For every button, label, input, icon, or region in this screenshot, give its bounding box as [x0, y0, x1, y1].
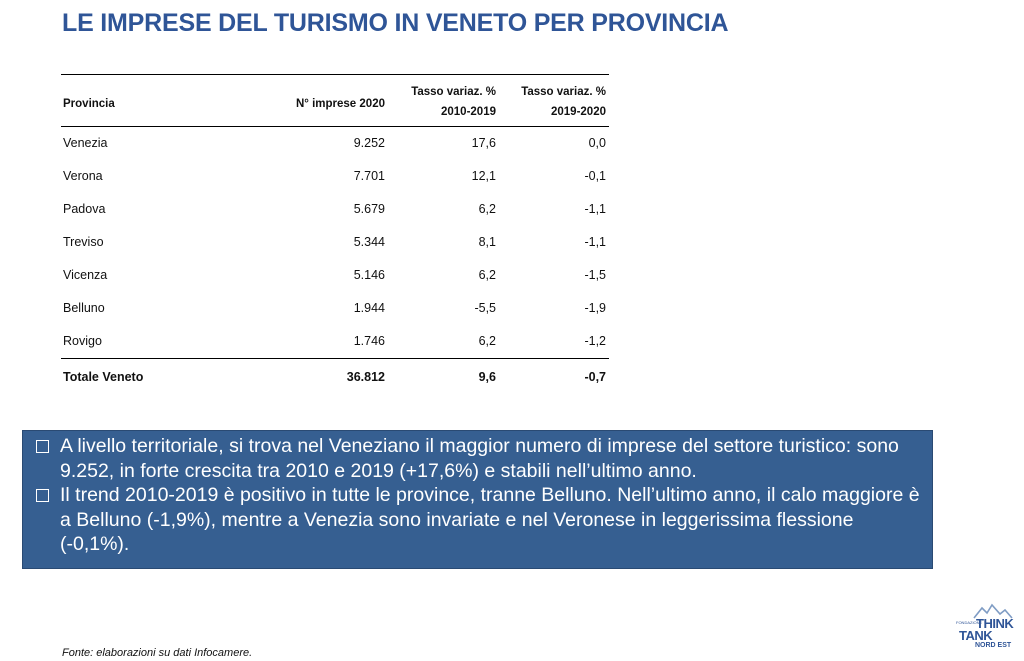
total-var-2010-2019: 9,6 [478, 370, 496, 384]
page-title: LE IMPRESE DEL TURISMO IN VENETO PER PRO… [62, 9, 729, 37]
logo-think-text: THINK [976, 616, 1014, 631]
total-imprese: 36.812 [346, 370, 385, 384]
header-var1-line1: Tasso variaz. % [411, 86, 496, 98]
table-row: Padova 5.679 6,2 -1,1 [61, 193, 609, 226]
cell-var-2019-2020: -1,9 [584, 301, 606, 315]
cell-var-2019-2020: -1,5 [584, 268, 606, 282]
cell-imprese: 5.344 [353, 235, 385, 249]
logo-nordest-text: NORD EST [975, 642, 1012, 649]
cell-imprese: 5.146 [353, 268, 385, 282]
total-provincia: Totale Veneto [63, 370, 144, 384]
cell-var-2019-2020: -1,1 [584, 202, 606, 216]
cell-provincia: Rovigo [63, 334, 102, 348]
header-var1-line2: 2010-2019 [441, 106, 496, 118]
cell-provincia: Verona [63, 169, 103, 183]
header-provincia: Provincia [63, 98, 115, 110]
summary-box: A livello territoriale, si trova nel Ven… [22, 430, 933, 569]
table-row: Belluno 1.944 -5,5 -1,9 [61, 292, 609, 325]
cell-var-2019-2020: -0,1 [584, 169, 606, 183]
cell-var-2019-2020: -1,1 [584, 235, 606, 249]
table-row: Treviso 5.344 8,1 -1,1 [61, 226, 609, 259]
cell-provincia: Venezia [63, 136, 108, 150]
cell-provincia: Belluno [63, 301, 105, 315]
cell-var-2010-2019: -5,5 [474, 301, 496, 315]
table-header-rule [61, 126, 609, 127]
table-total-rule [61, 358, 609, 359]
cell-imprese: 1.944 [353, 301, 385, 315]
checkbox-bullet-icon [36, 489, 49, 502]
cell-imprese: 5.679 [353, 202, 385, 216]
cell-provincia: Padova [63, 202, 106, 216]
table-row: Venezia 9.252 17,6 0,0 [61, 127, 609, 160]
table-row: Verona 7.701 12,1 -0,1 [61, 160, 609, 193]
summary-bullet: A livello territoriale, si trova nel Ven… [33, 434, 922, 483]
cell-provincia: Treviso [63, 235, 104, 249]
cell-imprese: 9.252 [353, 136, 385, 150]
summary-bullet: Il trend 2010-2019 è positivo in tutte l… [33, 483, 922, 557]
mountain-logo-icon [973, 603, 1013, 619]
cell-var-2019-2020: 0,0 [588, 136, 606, 150]
cell-var-2010-2019: 12,1 [471, 169, 496, 183]
cell-provincia: Vicenza [63, 268, 108, 282]
summary-bullet-text: A livello territoriale, si trova nel Ven… [60, 435, 899, 482]
table-row: Rovigo 1.746 6,2 -1,2 [61, 325, 609, 358]
cell-var-2019-2020: -1,2 [584, 334, 606, 348]
cell-var-2010-2019: 6,2 [478, 268, 496, 282]
cell-imprese: 7.701 [353, 169, 385, 183]
cell-var-2010-2019: 6,2 [478, 334, 496, 348]
cell-var-2010-2019: 8,1 [478, 235, 496, 249]
total-var-2019-2020: -0,7 [584, 370, 606, 384]
summary-bullet-text: Il trend 2010-2019 è positivo in tutte l… [60, 484, 920, 555]
table-total-row: Totale Veneto 36.812 9,6 -0,7 [61, 361, 609, 391]
checkbox-bullet-icon [36, 440, 49, 453]
logo-tank-text: TANK [959, 628, 993, 643]
header-var2-line1: Tasso variaz. % [521, 86, 606, 98]
table-top-rule [61, 74, 609, 75]
table-row: Vicenza 5.146 6,2 -1,5 [61, 259, 609, 292]
cell-imprese: 1.746 [353, 334, 385, 348]
logo-small-text: FONDAZIONE [956, 620, 983, 625]
source-note: Fonte: elaborazioni su dati Infocamere. [62, 647, 253, 659]
cell-var-2010-2019: 17,6 [471, 136, 496, 150]
header-imprese: N° imprese 2020 [296, 98, 385, 110]
header-var2-line2: 2019-2020 [551, 106, 606, 118]
cell-var-2010-2019: 6,2 [478, 202, 496, 216]
think-tank-nord-est-logo: FONDAZIONE THINK TANK NORD EST [956, 602, 1018, 658]
table-header-row: Provincia N° imprese 2020 Tasso variaz. … [61, 82, 609, 126]
